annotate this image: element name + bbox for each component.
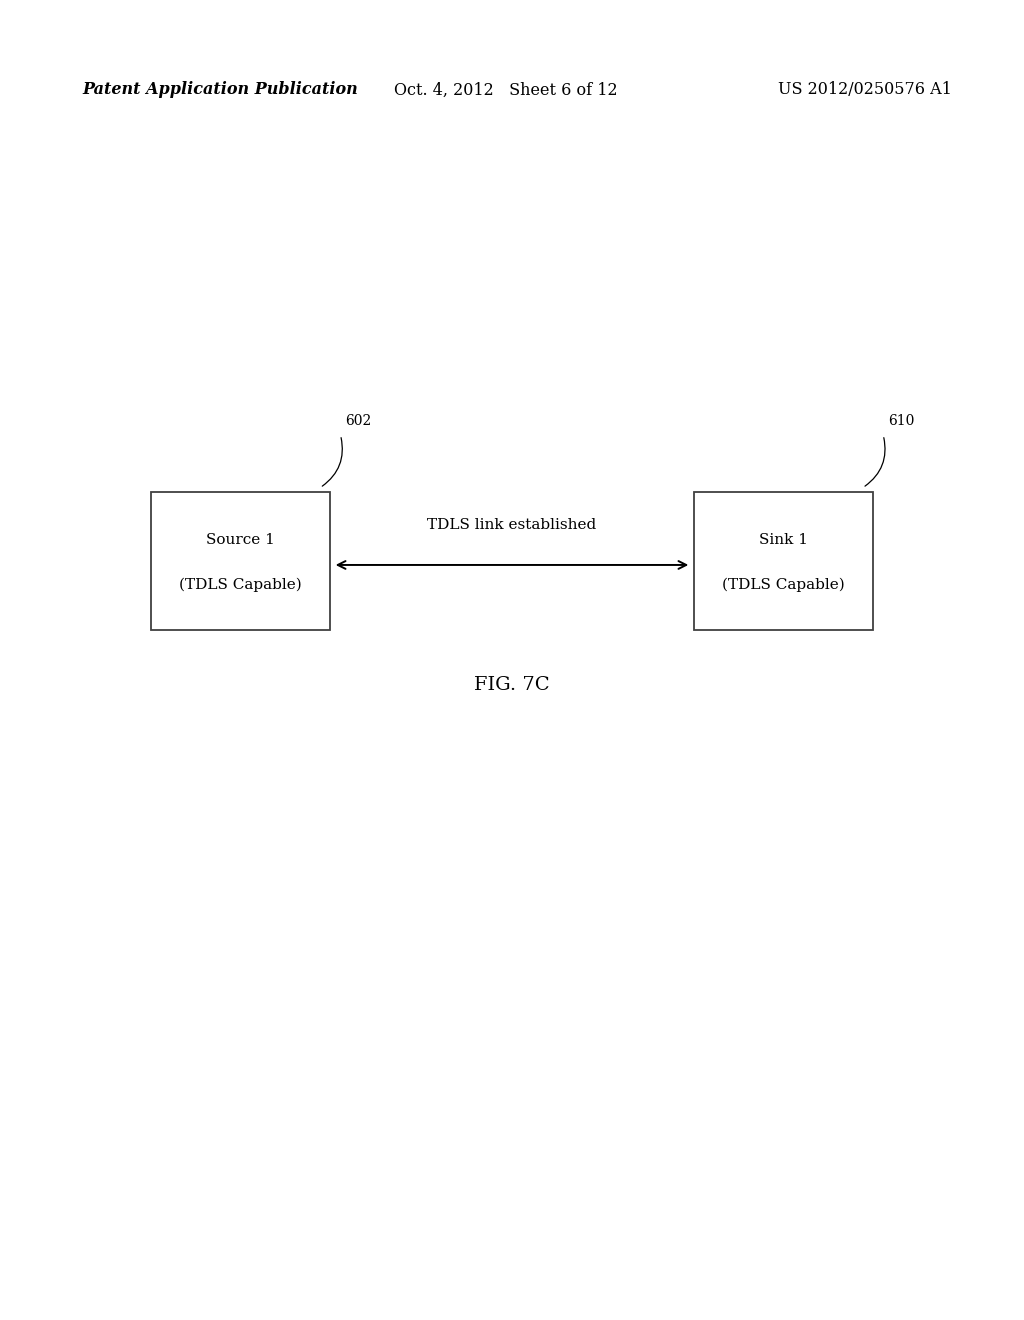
- Text: 610: 610: [889, 414, 914, 428]
- Text: FIG. 7C: FIG. 7C: [474, 676, 550, 694]
- Text: 602: 602: [346, 414, 372, 428]
- Text: Patent Application Publication: Patent Application Publication: [82, 82, 357, 99]
- Text: (TDLS Capable): (TDLS Capable): [179, 578, 302, 591]
- Text: TDLS link established: TDLS link established: [427, 517, 597, 532]
- Text: Oct. 4, 2012   Sheet 6 of 12: Oct. 4, 2012 Sheet 6 of 12: [394, 82, 617, 99]
- Bar: [152, 492, 330, 631]
- Bar: [694, 492, 872, 631]
- Text: (TDLS Capable): (TDLS Capable): [722, 578, 845, 591]
- Text: Sink 1: Sink 1: [759, 533, 808, 546]
- Text: Source 1: Source 1: [206, 533, 275, 546]
- Text: US 2012/0250576 A1: US 2012/0250576 A1: [778, 82, 952, 99]
